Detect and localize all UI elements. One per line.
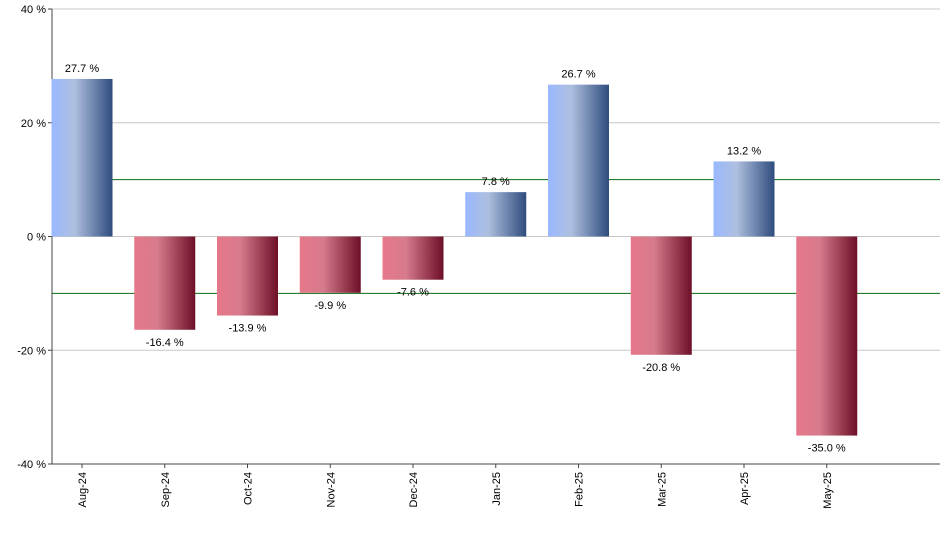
- x-tick-label: Dec-24: [408, 472, 420, 507]
- bar: [630, 236, 692, 355]
- x-tick-label: Aug-24: [77, 472, 89, 507]
- bar-value-label: 7.8 %: [482, 176, 510, 188]
- bar: [382, 236, 444, 280]
- x-tick-label: Sep-24: [160, 472, 172, 507]
- y-tick-label: -20 %: [17, 345, 46, 357]
- bar: [465, 192, 527, 237]
- x-tick-label: Feb-25: [574, 472, 586, 507]
- y-tick-label: 0 %: [27, 232, 46, 244]
- bar: [299, 236, 361, 293]
- x-tick-label: Apr-25: [739, 472, 751, 505]
- bar-value-label: -20.8 %: [642, 362, 680, 374]
- bar-value-label: 27.7 %: [65, 63, 99, 75]
- bar-value-label: -13.9 %: [229, 323, 267, 335]
- x-tick-label: Nov-24: [325, 472, 337, 507]
- y-tick-label: -40 %: [17, 459, 46, 471]
- bar: [796, 236, 858, 436]
- bar-value-label: -16.4 %: [146, 337, 184, 349]
- bar: [713, 161, 775, 237]
- x-tick-label: Jan-25: [491, 472, 503, 506]
- bar-value-label: -9.9 %: [314, 300, 346, 312]
- bar-value-label: -7.6 %: [397, 287, 429, 299]
- x-tick-label: Mar-25: [656, 472, 668, 507]
- y-tick-label: 20 %: [21, 118, 46, 130]
- x-tick-label: May-25: [822, 472, 834, 509]
- bar-value-label: 26.7 %: [561, 69, 595, 81]
- x-tick-label: Oct-24: [243, 472, 255, 505]
- bar-value-label: -35.0 %: [808, 443, 846, 455]
- bar: [51, 78, 113, 237]
- bar: [134, 236, 196, 330]
- bar: [548, 84, 609, 237]
- y-tick-label: 40 %: [21, 4, 46, 16]
- bar-value-label: 13.2 %: [727, 145, 761, 157]
- bar: [217, 236, 278, 316]
